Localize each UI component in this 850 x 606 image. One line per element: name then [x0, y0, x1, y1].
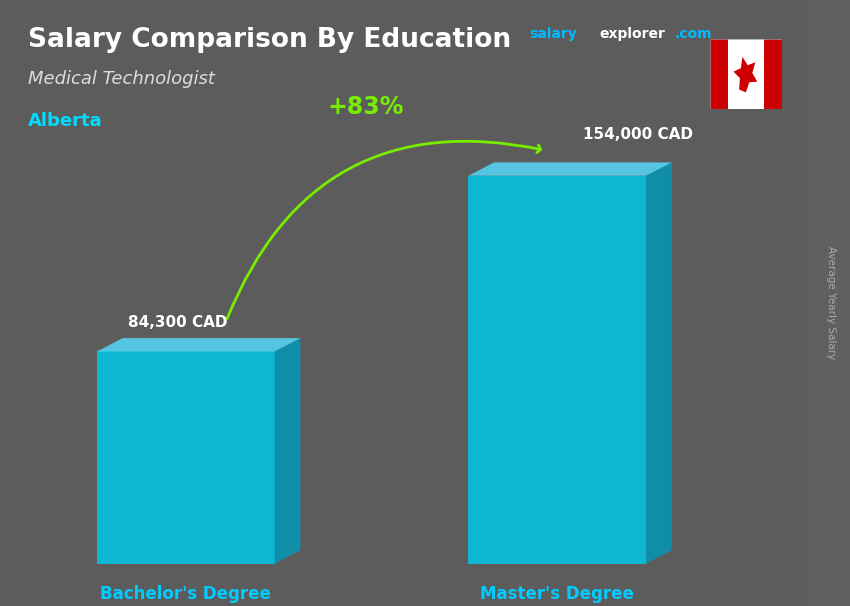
Text: +83%: +83%	[327, 95, 404, 119]
Text: Medical Technologist: Medical Technologist	[28, 70, 215, 88]
Text: Master's Degree: Master's Degree	[480, 585, 634, 603]
Text: salary: salary	[529, 27, 576, 41]
Text: 154,000 CAD: 154,000 CAD	[583, 127, 693, 142]
Polygon shape	[468, 162, 672, 176]
Text: Average Yearly Salary: Average Yearly Salary	[825, 247, 836, 359]
Polygon shape	[734, 57, 757, 92]
Text: explorer: explorer	[599, 27, 665, 41]
Polygon shape	[97, 351, 275, 564]
Polygon shape	[468, 176, 646, 564]
Text: Salary Comparison By Education: Salary Comparison By Education	[28, 27, 512, 53]
Polygon shape	[646, 162, 672, 564]
Bar	[728, 39, 764, 109]
Text: Alberta: Alberta	[28, 112, 103, 130]
Polygon shape	[275, 338, 300, 564]
Text: .com: .com	[674, 27, 711, 41]
Text: 84,300 CAD: 84,300 CAD	[128, 315, 228, 330]
Text: Bachelor's Degree: Bachelor's Degree	[100, 585, 271, 603]
Polygon shape	[97, 338, 300, 351]
Bar	[764, 39, 782, 109]
Bar	[710, 39, 728, 109]
